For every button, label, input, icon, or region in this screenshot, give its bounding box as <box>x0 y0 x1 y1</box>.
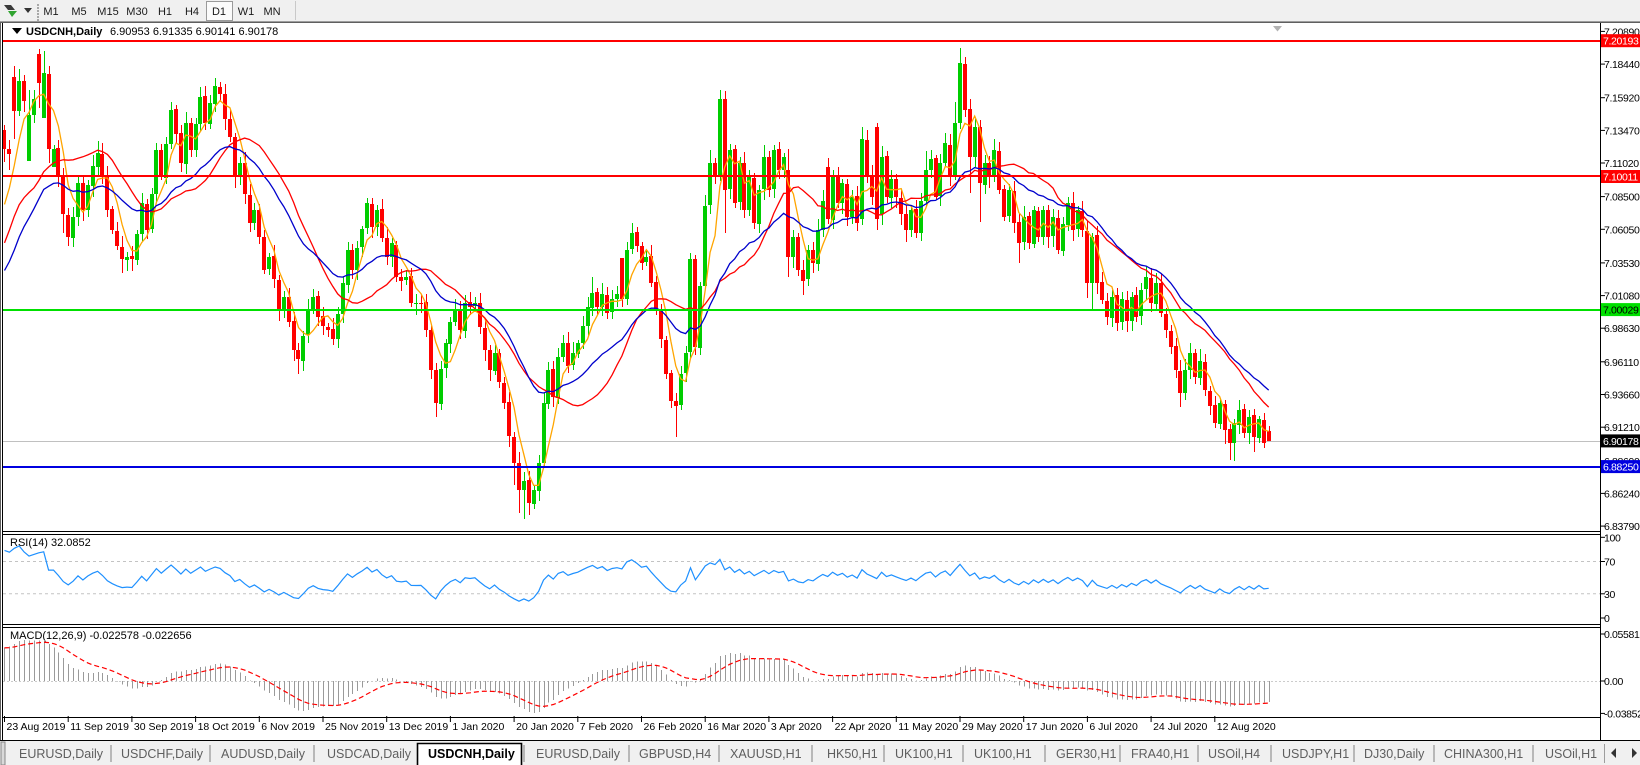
svg-text:6.90178: 6.90178 <box>1603 436 1639 448</box>
svg-text:7.03530: 7.03530 <box>1604 258 1640 270</box>
svg-text:0.05581: 0.05581 <box>1604 629 1640 641</box>
svg-text:7.08500: 7.08500 <box>1604 192 1640 204</box>
svg-text:USDCNH,Daily: USDCNH,Daily <box>26 26 103 38</box>
svg-text:7.10011: 7.10011 <box>1603 172 1638 184</box>
svg-text:UK100,H1: UK100,H1 <box>974 747 1032 761</box>
svg-text:13 Dec 2019: 13 Dec 2019 <box>389 721 449 733</box>
svg-text:6.86240: 6.86240 <box>1604 488 1640 500</box>
svg-text:MACD(12,26,9) -0.022578 -0.022: MACD(12,26,9) -0.022578 -0.022656 <box>10 630 192 642</box>
svg-text:H4: H4 <box>185 6 199 18</box>
svg-text:W1: W1 <box>238 6 255 18</box>
svg-text:11 Sep 2019: 11 Sep 2019 <box>70 721 129 733</box>
svg-text:23 Aug 2019: 23 Aug 2019 <box>7 721 66 733</box>
svg-text:7.00029: 7.00029 <box>1603 305 1639 317</box>
svg-text:7.13470: 7.13470 <box>1604 125 1640 137</box>
svg-text:22 Apr 2020: 22 Apr 2020 <box>835 721 892 733</box>
svg-text:29 May 2020: 29 May 2020 <box>962 721 1023 733</box>
svg-text:11 May 2020: 11 May 2020 <box>898 721 958 733</box>
svg-text:M15: M15 <box>97 6 118 18</box>
svg-text:0: 0 <box>1604 613 1610 625</box>
svg-text:EURUSD,Daily: EURUSD,Daily <box>19 747 104 761</box>
svg-text:7 Feb 2020: 7 Feb 2020 <box>580 721 633 733</box>
svg-text:FRA40,H1: FRA40,H1 <box>1131 747 1189 761</box>
svg-text:30 Sep 2019: 30 Sep 2019 <box>134 721 194 733</box>
svg-text:6.88250: 6.88250 <box>1603 462 1639 474</box>
svg-text:6.90953 6.91335 6.90141 6.9017: 6.90953 6.91335 6.90141 6.90178 <box>110 26 278 38</box>
svg-text:7.18440: 7.18440 <box>1604 59 1640 71</box>
svg-text:0.00: 0.00 <box>1604 676 1624 688</box>
svg-text:100: 100 <box>1604 532 1621 544</box>
svg-text:H1: H1 <box>158 6 172 18</box>
svg-text:70: 70 <box>1604 557 1615 569</box>
svg-text:7.01080: 7.01080 <box>1604 291 1640 303</box>
svg-text:M1: M1 <box>43 6 58 18</box>
svg-text:6 Nov 2019: 6 Nov 2019 <box>261 721 315 733</box>
svg-text:AUDUSD,Daily: AUDUSD,Daily <box>221 747 306 761</box>
svg-text:6.83790: 6.83790 <box>1604 521 1640 533</box>
svg-text:3 Apr 2020: 3 Apr 2020 <box>771 721 822 733</box>
svg-text:17 Jun 2020: 17 Jun 2020 <box>1026 721 1084 733</box>
svg-text:7.20193: 7.20193 <box>1603 36 1639 48</box>
svg-text:DJ30,Daily: DJ30,Daily <box>1364 747 1425 761</box>
svg-text:M30: M30 <box>126 6 147 18</box>
svg-text:7.15920: 7.15920 <box>1604 93 1640 105</box>
svg-text:HK50,H1: HK50,H1 <box>827 747 878 761</box>
svg-text:20 Jan 2020: 20 Jan 2020 <box>516 721 574 733</box>
svg-text:XAUUSD,H1: XAUUSD,H1 <box>730 747 802 761</box>
svg-text:6.91210: 6.91210 <box>1604 422 1640 434</box>
svg-text:D1: D1 <box>212 6 226 18</box>
svg-text:26 Feb 2020: 26 Feb 2020 <box>644 721 703 733</box>
svg-text:USDCHF,Daily: USDCHF,Daily <box>121 747 204 761</box>
svg-text:USOil,H1: USOil,H1 <box>1545 747 1597 761</box>
svg-text:USDCAD,Daily: USDCAD,Daily <box>327 747 412 761</box>
svg-text:UK100,H1: UK100,H1 <box>895 747 953 761</box>
svg-text:M5: M5 <box>71 6 86 18</box>
svg-text:USOil,H4: USOil,H4 <box>1208 747 1260 761</box>
svg-text:EURUSD,Daily: EURUSD,Daily <box>536 747 621 761</box>
svg-text:6.93660: 6.93660 <box>1604 390 1640 402</box>
svg-text:16 Mar 2020: 16 Mar 2020 <box>707 721 766 733</box>
svg-text:24 Jul 2020: 24 Jul 2020 <box>1153 721 1207 733</box>
svg-text:6 Jul 2020: 6 Jul 2020 <box>1089 721 1138 733</box>
svg-text:12 Aug 2020: 12 Aug 2020 <box>1217 721 1276 733</box>
svg-text:USDCNH,Daily: USDCNH,Daily <box>428 747 515 761</box>
svg-text:RSI(14) 32.0852: RSI(14) 32.0852 <box>10 537 91 549</box>
svg-text:CHINA300,H1: CHINA300,H1 <box>1444 747 1523 761</box>
svg-text:MN: MN <box>263 6 280 18</box>
svg-text:18 Oct 2019: 18 Oct 2019 <box>198 721 255 733</box>
svg-text:GER30,H1: GER30,H1 <box>1056 747 1116 761</box>
svg-text:7.11020: 7.11020 <box>1604 158 1639 170</box>
svg-text:-0.038524: -0.038524 <box>1604 708 1640 720</box>
svg-text:7.06050: 7.06050 <box>1604 224 1640 236</box>
svg-text:6.96110: 6.96110 <box>1604 357 1639 369</box>
svg-text:6.98630: 6.98630 <box>1604 323 1640 335</box>
svg-text:30: 30 <box>1604 589 1615 601</box>
svg-text:USDJPY,H1: USDJPY,H1 <box>1282 747 1349 761</box>
svg-text:25 Nov 2019: 25 Nov 2019 <box>325 721 385 733</box>
svg-text:1 Jan 2020: 1 Jan 2020 <box>452 721 504 733</box>
svg-text:GBPUSD,H4: GBPUSD,H4 <box>639 747 711 761</box>
